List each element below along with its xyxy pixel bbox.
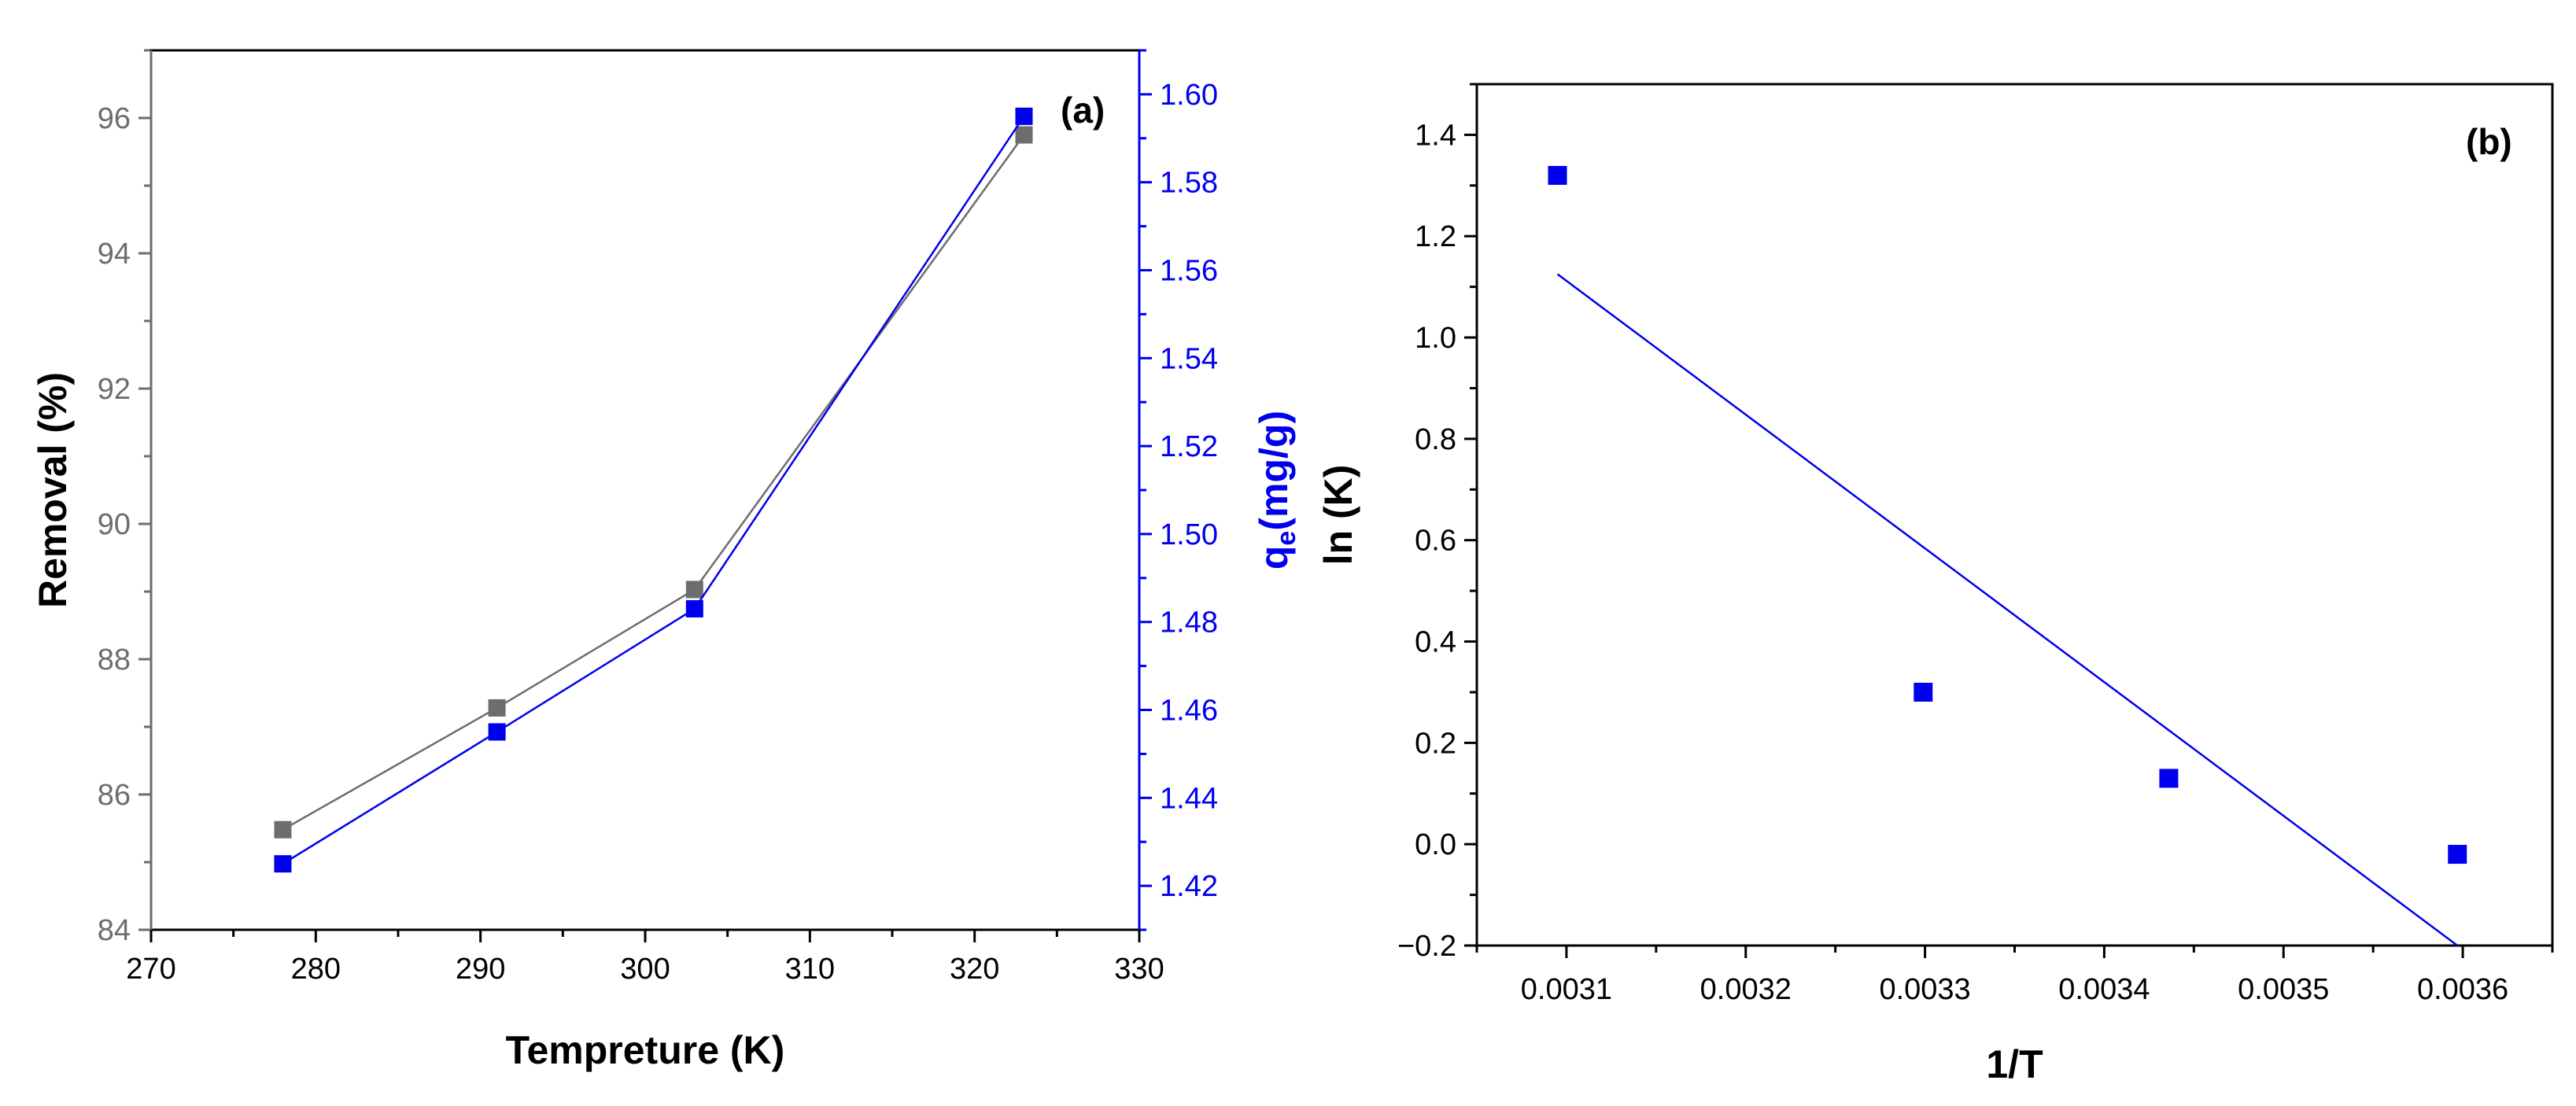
y-tick-label: 0.6 [1415,525,1456,558]
series-1-point [1015,126,1033,144]
x-tick-label: 300 [620,953,670,986]
y2-tick-label: 1.44 [1160,782,1218,815]
x-tick-label: 0.0035 [2238,973,2329,1006]
y-tick-label: 1.4 [1415,119,1456,152]
series-2-line [282,116,1025,865]
panel-a-series [274,107,1033,873]
x-tick-label: 290 [456,953,505,986]
x-tick-label: 270 [126,953,175,986]
panel-a-plot-frame [149,49,1141,931]
panel-a-y2-axis-title: qe(mg/g) [1252,411,1301,570]
x-tick-label: 280 [291,953,341,986]
x-tick-label: 0.0031 [1521,973,1612,1006]
x-tick-label: 0.0034 [2058,973,2150,1006]
series-point [2448,845,2467,865]
series-2-point [488,723,506,741]
y2-tick-label: 1.42 [1160,870,1218,903]
panel-a-x-axis-title: Tempreture (K) [506,1028,785,1072]
x-tick-label: 0.0032 [1700,973,1792,1006]
panel-a-y2-title-main: q [1252,546,1296,570]
y-tick-label: 94 [98,238,131,271]
panel-b-label: (b) [2466,121,2512,162]
series-1-line [282,134,1025,831]
panel-b-lnk-vs-inverse-t: 0.0031 0.0032 0.0033 0.0034 0.0035 0.0036 −0.2… [1316,83,2554,1086]
panel-b-fit-line [1556,273,2458,947]
x-tick-label: 330 [1114,953,1164,986]
series-2-point [1015,107,1033,125]
y-tick-label: 0.0 [1415,828,1456,861]
panel-b-plot-frame [1475,83,2554,947]
y-tick-label: 86 [98,779,131,812]
y-tick-label: 88 [98,643,131,677]
y-tick-label: 0.4 [1415,626,1456,659]
y2-tick-label: 1.46 [1160,695,1218,728]
panel-b-tick-labels: 0.0031 0.0032 0.0033 0.0034 0.0035 0.0036 −0.2… [1397,119,2508,1006]
panel-a-ticks [138,49,1152,942]
panel-a-y2-title-subscript: e [1271,531,1301,546]
y-tick-label: 92 [98,373,131,406]
y-tick-label: 1.2 [1415,220,1456,253]
y2-tick-label: 1.48 [1160,606,1218,640]
y2-tick-label: 1.58 [1160,167,1218,200]
panel-b-x-axis-title: 1/T [1986,1042,2043,1086]
panel-a-y-axis-title: Removal (%) [31,372,75,608]
panel-a-label: (a) [1061,90,1105,131]
series-1-point [685,581,703,599]
x-tick-label: 0.0036 [2417,973,2508,1006]
series-2-point [685,599,703,618]
series-1-point [274,820,292,839]
y-tick-label: 0.2 [1415,727,1456,760]
panel-b-ticks [1464,83,2554,958]
panel-b-series [1548,165,2467,865]
panel-a-tick-labels: 270 280 290 300 310 320 330 84 86 88 90 92 94 96 1.42 1… [98,79,1218,986]
series-2-point [274,855,292,873]
y2-tick-label: 1.60 [1160,79,1218,112]
series-point [1914,682,1933,702]
y-tick-label: −0.2 [1397,930,1456,963]
y-tick-label: 0.8 [1415,423,1456,456]
series-point [2159,769,2179,788]
panel-b-y-axis-title: ln (K) [1316,465,1360,566]
y-tick-label: 96 [98,102,131,135]
y2-tick-label: 1.50 [1160,518,1218,551]
y2-tick-label: 1.52 [1160,430,1218,463]
y-tick-label: 84 [98,914,131,947]
panel-a-removal-vs-temperature: 270 280 290 300 310 320 330 84 86 88 90 92 94 96 1.42 1… [31,49,1301,1072]
y2-tick-label: 1.54 [1160,342,1218,375]
x-tick-label: 310 [785,953,835,986]
x-tick-label: 0.0033 [1879,973,1970,1006]
y2-tick-label: 1.56 [1160,255,1218,288]
panel-a-y2-title-rest: (mg/g) [1252,411,1296,531]
series-point [1548,165,1567,185]
x-tick-label: 320 [950,953,999,986]
y-tick-label: 90 [98,508,131,541]
y-tick-label: 1.0 [1415,322,1456,355]
series-1-point [488,699,506,717]
